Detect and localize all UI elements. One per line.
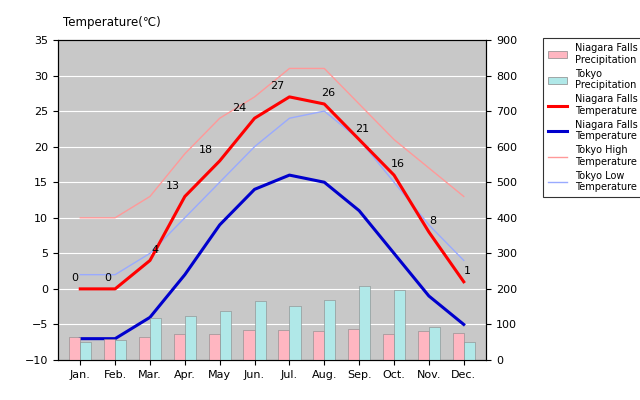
Bar: [115, 340, 126, 360]
Bar: [150, 318, 161, 360]
Bar: [139, 336, 150, 360]
Bar: [324, 300, 335, 360]
Text: 21: 21: [356, 124, 370, 134]
Bar: [348, 330, 359, 360]
Text: 24: 24: [232, 102, 246, 112]
Text: Temperature(℃): Temperature(℃): [63, 16, 161, 29]
Text: 27: 27: [270, 81, 284, 91]
Text: 4: 4: [152, 245, 159, 255]
Text: 13: 13: [166, 181, 180, 191]
Bar: [418, 331, 429, 360]
Bar: [243, 330, 255, 360]
Bar: [289, 306, 301, 360]
Legend: Niagara Falls
Precipitation, Tokyo
Precipitation, Niagara Falls High
Temperature: Niagara Falls Precipitation, Tokyo Preci…: [543, 38, 640, 197]
Bar: [464, 342, 475, 360]
Bar: [359, 286, 371, 360]
Bar: [383, 334, 394, 360]
Text: 16: 16: [390, 160, 404, 170]
Bar: [220, 311, 231, 360]
Bar: [255, 301, 266, 360]
Bar: [394, 290, 405, 360]
Text: 1: 1: [464, 266, 471, 276]
Bar: [80, 342, 92, 360]
Text: 8: 8: [429, 216, 436, 226]
Bar: [209, 334, 220, 360]
Bar: [313, 331, 324, 360]
Bar: [104, 339, 115, 360]
Text: 0: 0: [72, 273, 79, 283]
Bar: [69, 336, 80, 360]
Text: 18: 18: [198, 145, 213, 155]
Bar: [429, 327, 440, 360]
Bar: [452, 333, 464, 360]
Text: 26: 26: [321, 88, 335, 98]
Bar: [278, 330, 289, 360]
Bar: [173, 334, 185, 360]
Bar: [185, 316, 196, 360]
Text: 0: 0: [105, 273, 111, 283]
